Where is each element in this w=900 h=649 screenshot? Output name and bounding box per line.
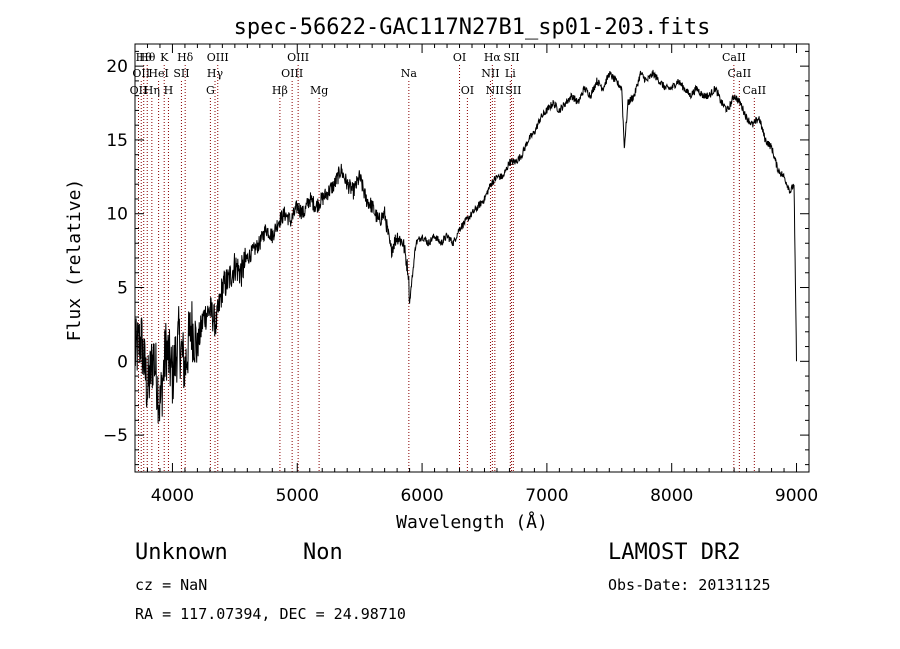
line-label-4: Hη — [144, 84, 160, 97]
object-subclass: Non — [303, 540, 343, 565]
coordinates: RA = 117.07394, DEC = 24.98710 — [135, 605, 406, 623]
obs-date: Obs-Date: 20131125 — [608, 576, 771, 594]
line-label-28: CaII — [742, 84, 766, 97]
line-label-5: HeI — [148, 67, 168, 80]
line-label-7: H — [164, 84, 174, 97]
line-label-22: NII — [486, 84, 504, 97]
emission-line-labels: OIIOIIHθHθHηHeIKHSIIHδGHγOIIIHβOIIIOIIIM… — [130, 51, 767, 97]
redshift-text: cz = NaN — [135, 576, 207, 594]
line-label-17: Na — [401, 67, 418, 80]
y-tick-label: 0 — [117, 352, 128, 372]
y-tick-label: 5 — [117, 279, 128, 299]
line-label-18: OI — [453, 51, 466, 64]
line-label-9: Hδ — [177, 51, 194, 64]
line-label-12: OIII — [207, 51, 229, 64]
y-tick-label: 15 — [106, 131, 128, 151]
line-label-27: CaII — [728, 67, 752, 80]
x-tick-label: 6000 — [400, 486, 443, 506]
y-axis-label: Flux (relative) — [64, 179, 85, 342]
line-label-25: SII — [505, 84, 521, 97]
spectrum-line — [134, 69, 797, 424]
y-tick-label: −5 — [103, 426, 128, 446]
line-label-23: Li — [505, 67, 516, 80]
line-label-16: Mg — [310, 84, 328, 97]
line-label-1: OII — [132, 67, 150, 80]
y-tick-label: 20 — [106, 57, 128, 77]
line-label-20: NII — [481, 67, 499, 80]
x-tick-label: 8000 — [650, 486, 693, 506]
line-label-2: Hθ — [136, 51, 153, 64]
line-label-11: Hγ — [207, 67, 224, 80]
chart-title: spec-56622-GAC117N27B1_sp01-203.fits — [234, 15, 711, 40]
y-tick-label: 10 — [106, 205, 128, 225]
line-label-0: OII — [130, 84, 148, 97]
line-label-24: SII — [503, 51, 519, 64]
x-tick-label: 4000 — [151, 486, 194, 506]
line-label-6: K — [160, 51, 169, 64]
survey-name: LAMOST DR2 — [608, 540, 740, 565]
line-label-13: Hβ — [272, 84, 288, 97]
x-tick-label: 5000 — [276, 486, 319, 506]
x-tick-label: 7000 — [525, 486, 568, 506]
line-label-26: CaII — [722, 51, 746, 64]
x-tick-label: 9000 — [775, 486, 818, 506]
object-class: Unknown — [135, 540, 228, 565]
x-axis-label: Wavelength (Å) — [396, 511, 548, 533]
x-axis-ticks: 4000 5000 6000 7000 8000 9000 — [134, 44, 818, 506]
line-label-21: Hα — [484, 51, 502, 64]
line-label-3: Hθ — [139, 51, 156, 64]
line-label-19: OI — [461, 84, 474, 97]
y-axis-ticks: −5 0 5 10 15 20 — [103, 50, 809, 466]
line-label-14: OIII — [281, 67, 303, 80]
line-label-15: OIII — [287, 51, 309, 64]
line-label-10: G — [206, 84, 215, 97]
line-label-8: SII — [173, 67, 189, 80]
